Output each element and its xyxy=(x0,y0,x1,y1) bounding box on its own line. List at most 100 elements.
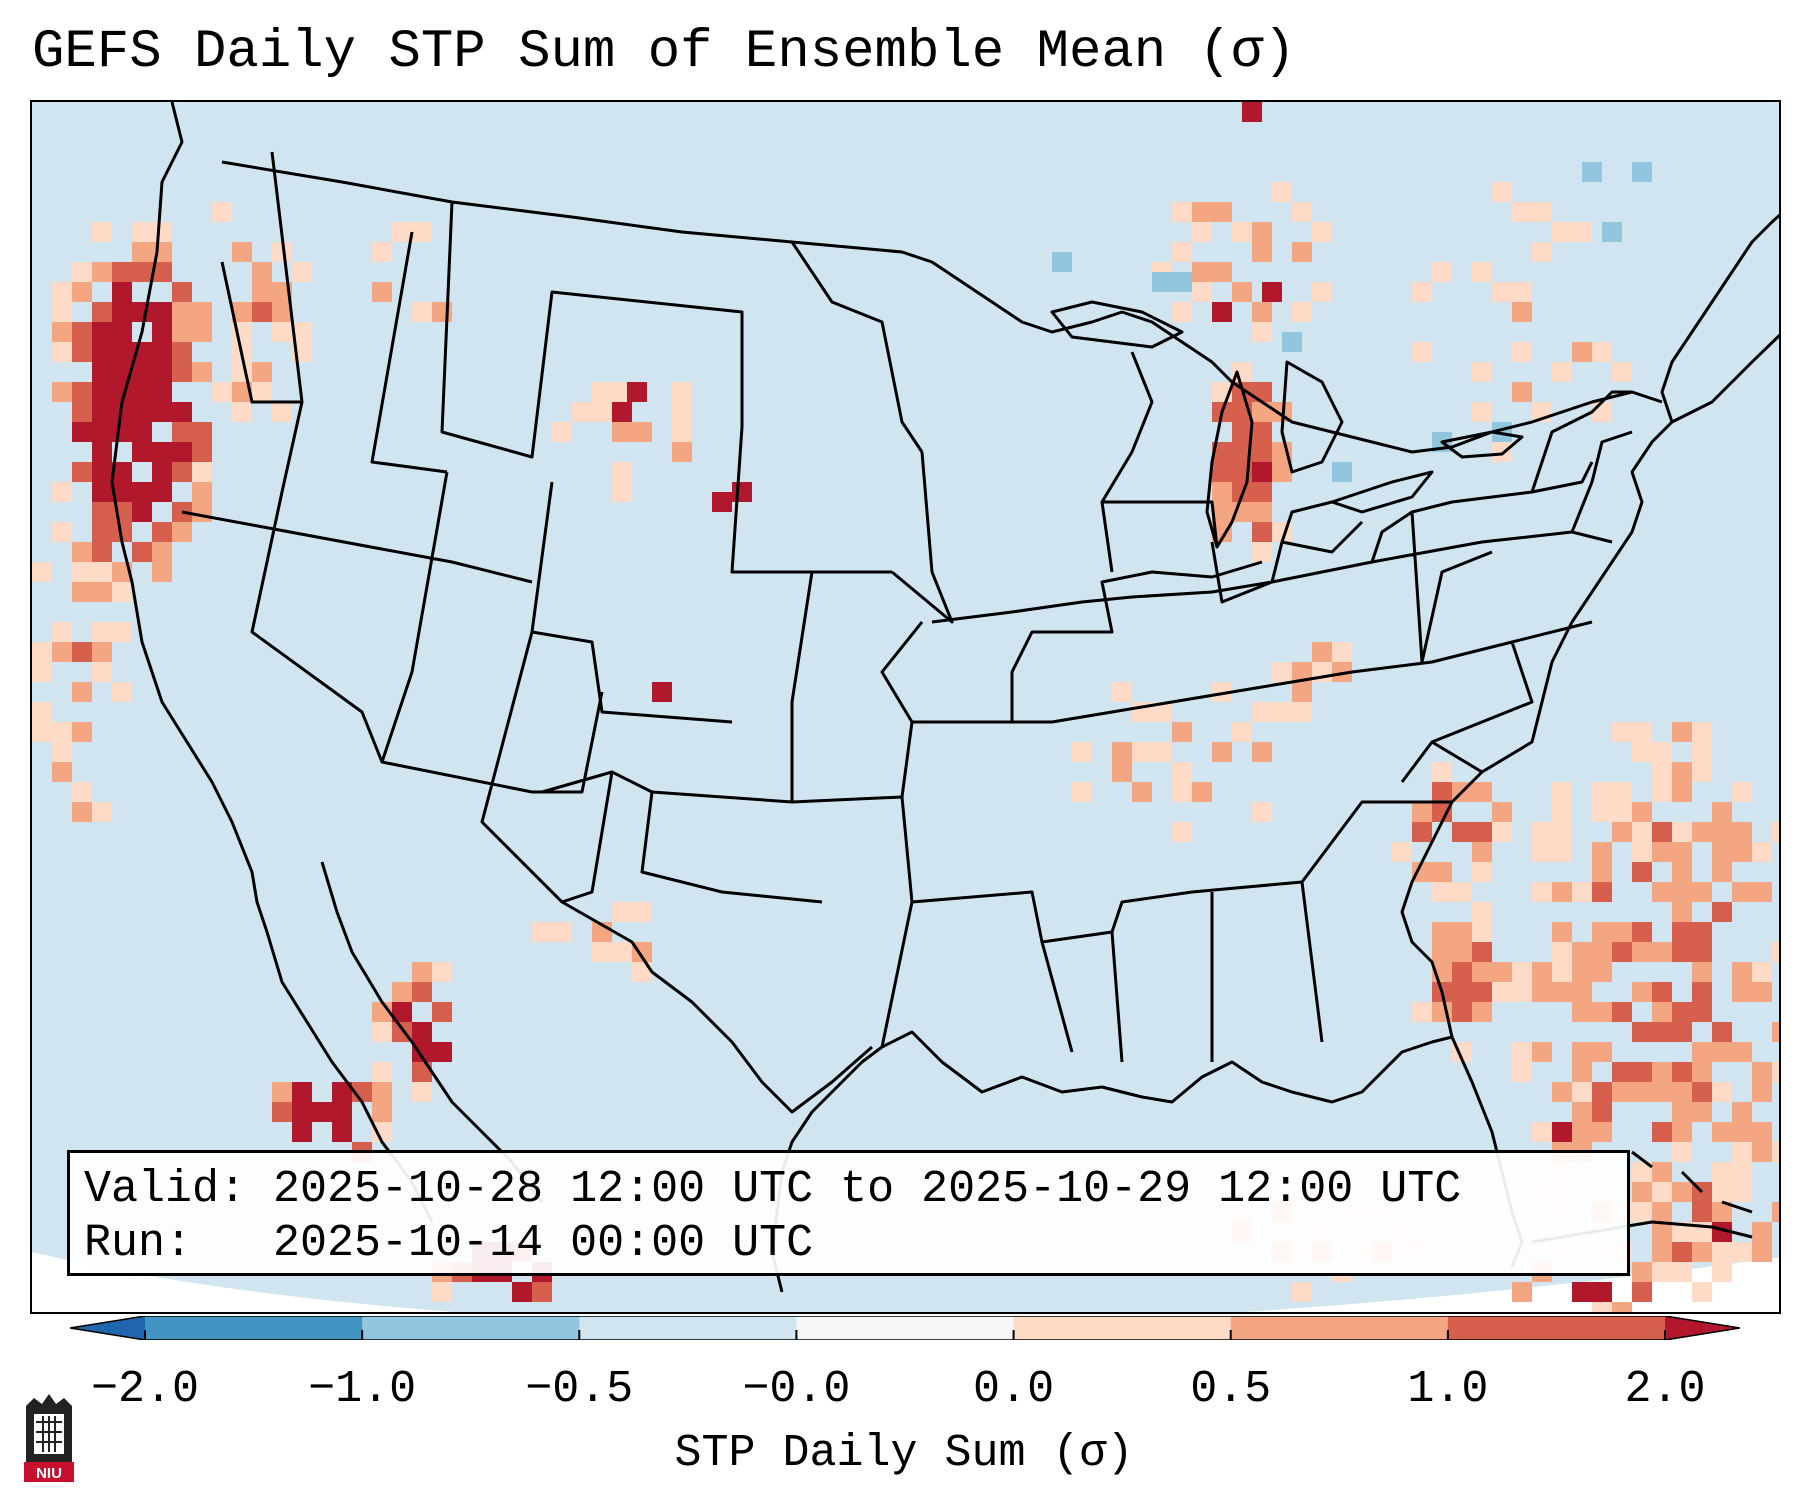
stp-cell xyxy=(1772,1062,1779,1082)
stp-cell xyxy=(1652,742,1672,762)
stp-cell-negative xyxy=(1602,222,1622,242)
stp-cell xyxy=(1212,202,1232,222)
stp-cell xyxy=(632,902,652,922)
stp-cell xyxy=(1172,302,1192,322)
stp-cell xyxy=(612,902,632,922)
stp-cell xyxy=(52,642,72,662)
stp-cell xyxy=(1232,282,1252,302)
stp-cell xyxy=(332,1102,352,1122)
stp-cell xyxy=(92,302,112,322)
stp-cell xyxy=(1672,722,1692,742)
stp-cell xyxy=(1652,1062,1672,1082)
map-panel xyxy=(30,100,1781,1314)
stp-cell xyxy=(1532,842,1552,862)
stp-cell xyxy=(92,262,112,282)
stp-cell xyxy=(1192,222,1212,242)
stp-cell xyxy=(1452,822,1472,842)
stp-cell xyxy=(312,1102,332,1122)
stp-cell xyxy=(1552,962,1572,982)
stp-cell xyxy=(112,362,132,382)
stp-cell xyxy=(1272,462,1292,482)
state-lines xyxy=(181,151,1633,1114)
stp-cell xyxy=(112,522,132,542)
stp-cell-negative xyxy=(1582,162,1602,182)
stp-cell xyxy=(172,282,192,302)
stp-cell xyxy=(192,422,212,442)
stp-cell xyxy=(1652,1222,1672,1242)
stp-cell xyxy=(1252,742,1272,762)
stp-cell xyxy=(72,322,92,342)
stp-cell xyxy=(1292,202,1312,222)
stp-cell xyxy=(1212,262,1232,282)
stp-cell xyxy=(1592,782,1612,802)
stp-cell xyxy=(232,402,252,422)
stp-cell xyxy=(1712,802,1732,822)
stp-cell xyxy=(92,402,112,422)
stp-cell xyxy=(1432,942,1452,962)
stp-cell xyxy=(1592,922,1612,942)
stp-cell xyxy=(1492,182,1512,202)
stp-cell xyxy=(392,222,412,242)
colorbar-segment xyxy=(145,1316,363,1340)
stp-cell xyxy=(1292,242,1312,262)
stp-cell xyxy=(1552,922,1572,942)
stp-cell xyxy=(1112,762,1132,782)
colorbar-tick-label: −2.0 xyxy=(90,1364,200,1415)
stp-cell xyxy=(1592,1102,1612,1122)
stp-cell xyxy=(52,742,72,762)
stp-cell xyxy=(132,222,152,242)
stp-cell xyxy=(1712,862,1732,882)
stp-cell xyxy=(1532,982,1552,1002)
stp-cell xyxy=(1672,1222,1692,1242)
stp-cell xyxy=(52,482,72,502)
valid-time-line: Valid: 2025-10-28 12:00 UTC to 2025-10-2… xyxy=(84,1164,1462,1215)
stp-cell xyxy=(1552,942,1572,962)
stp-cell xyxy=(1192,262,1212,282)
stp-cell xyxy=(592,402,612,422)
stp-cell xyxy=(152,362,172,382)
stp-cell xyxy=(1452,922,1472,942)
stp-cell xyxy=(152,482,172,502)
stp-cell xyxy=(1692,1202,1712,1222)
stp-cell xyxy=(1552,882,1572,902)
stp-cell xyxy=(152,322,172,342)
stp-cell xyxy=(1632,1082,1652,1102)
stp-cell xyxy=(1612,802,1632,822)
stp-cell xyxy=(152,402,172,422)
stp-cell xyxy=(92,642,112,662)
stp-cell xyxy=(1652,982,1672,1002)
stp-cell xyxy=(1552,1122,1572,1142)
stp-cell xyxy=(1652,1122,1672,1142)
stp-cell xyxy=(1412,1002,1432,1022)
stp-cell xyxy=(132,382,152,402)
stp-cell-negative xyxy=(1052,252,1072,272)
caribbean-islands xyxy=(1631,1150,1753,1214)
stp-cell xyxy=(552,422,572,442)
stp-cell xyxy=(1592,802,1612,822)
stp-cell xyxy=(192,502,212,522)
colorbar-extend-low xyxy=(70,1316,145,1340)
stp-cell xyxy=(1532,1042,1552,1062)
stp-cell xyxy=(232,382,252,402)
stp-cell xyxy=(32,702,52,722)
stp-cell xyxy=(72,262,92,282)
stp-cell xyxy=(1472,782,1492,802)
stp-cell xyxy=(1212,442,1232,462)
stp-cell xyxy=(72,582,92,602)
stp-cell xyxy=(232,362,252,382)
stp-cell xyxy=(112,622,132,642)
stp-cell xyxy=(1752,1062,1772,1082)
stp-cell xyxy=(1692,1062,1712,1082)
stp-cell xyxy=(1612,722,1632,742)
stp-cell xyxy=(1232,722,1252,742)
stp-cell xyxy=(92,422,112,442)
stp-cell xyxy=(1672,882,1692,902)
stp-cell xyxy=(292,262,312,282)
stp-cell xyxy=(1592,1082,1612,1102)
stp-cell xyxy=(1692,1082,1712,1102)
stp-cell xyxy=(112,462,132,482)
stp-cell xyxy=(1632,842,1652,862)
stp-cell xyxy=(1632,742,1652,762)
stp-cell-negative xyxy=(1332,462,1352,482)
stp-cell xyxy=(252,282,272,302)
